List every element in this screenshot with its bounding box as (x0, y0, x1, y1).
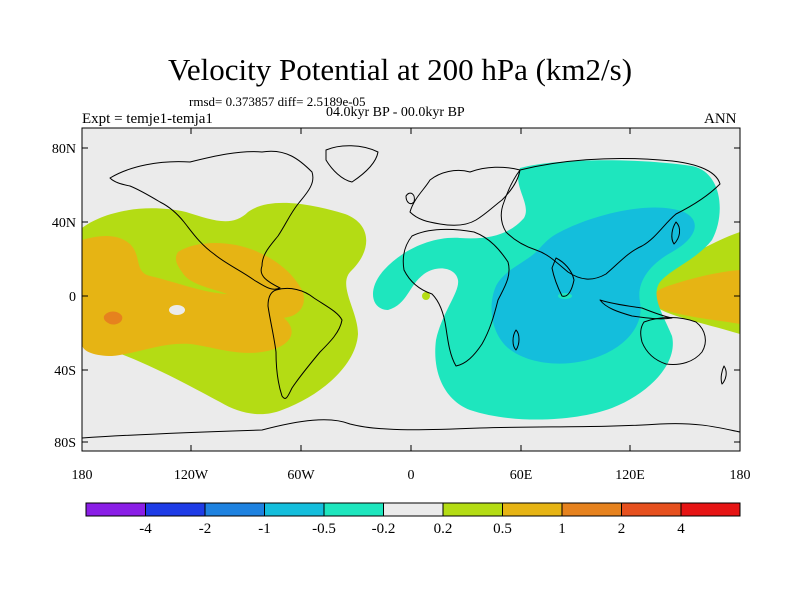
lon-tick-label: 60E (510, 468, 533, 483)
colorbar-swatch (85, 502, 146, 517)
lon-tick-label: 120W (174, 468, 209, 483)
lat-tick-label: 80N (52, 142, 76, 157)
coastline-north-america (109, 150, 314, 290)
colorbar-swatch (502, 502, 563, 517)
season-label: ANN (704, 111, 737, 127)
coastline-uk (405, 192, 415, 205)
coastline-madagascar (512, 329, 520, 351)
lon-tick-label: 60W (287, 468, 315, 483)
positive-spot-gulf-of-guinea (422, 292, 430, 300)
colorbar-swatch (383, 502, 444, 517)
lat-tick-label: 40N (52, 216, 76, 231)
colorbar-label: 0.2 (434, 521, 453, 537)
lat-tick-label: 0 (69, 290, 76, 305)
coastline-asia (500, 157, 721, 280)
colorbar-swatch (204, 502, 265, 517)
coastline-australia (640, 317, 706, 365)
colorbar-label: -0.5 (312, 521, 336, 537)
coastline-japan (671, 221, 681, 245)
colorbar-swatch (145, 502, 206, 517)
lat-tick-label: 80S (54, 436, 76, 451)
positive-core-caribbean (175, 243, 304, 318)
positive-peak-pacific (103, 311, 123, 325)
colorbar-label: -4 (139, 521, 152, 537)
coastline-europe (409, 166, 521, 226)
lon-tick-label: 0 (408, 468, 415, 483)
coastlines (82, 145, 740, 439)
coastline-antarctica (82, 419, 740, 439)
colorbar (85, 502, 741, 517)
coastline-greenland (325, 145, 379, 183)
lon-tick-label: 120E (615, 468, 645, 483)
chart-title: Velocity Potential at 200 hPa (km2/s) (167, 52, 633, 87)
longitude-labels: 180 120W 60W 0 60E 120E 180 (72, 468, 751, 483)
colorbar-label: -1 (258, 521, 271, 537)
colorbar-label: -2 (199, 521, 212, 537)
colorbar-labels: -4 -2 -1 -0.5 -0.2 0.2 0.5 1 2 4 (139, 521, 685, 537)
rmsd-diff-label: rmsd= 0.373857 diff= 2.5189e-05 (189, 94, 366, 109)
colorbar-label: 1 (558, 521, 566, 537)
colorbar-label: 4 (677, 521, 685, 537)
coastline-africa (402, 228, 510, 367)
lon-tick-label: 180 (730, 468, 751, 483)
axis-ticks (81, 128, 741, 451)
colorbar-swatch (561, 502, 622, 517)
colorbar-swatch (680, 502, 741, 517)
lat-tick-label: 40S (54, 364, 76, 379)
weak-spot-pacific (169, 305, 185, 315)
coastline-new-zealand (720, 365, 727, 385)
colorbar-label: -0.2 (372, 521, 396, 537)
colorbar-label: 2 (618, 521, 626, 537)
positive-core-central-pacific (82, 236, 292, 356)
colorbar-label: 0.5 (493, 521, 512, 537)
colorbar-swatch (323, 502, 384, 517)
period-label: 04.0kyr BP - 00.0kyr BP (326, 105, 465, 120)
contour-fields (82, 160, 740, 420)
colorbar-swatch (621, 502, 682, 517)
experiment-label: Expt = temje1-temja1 (82, 111, 213, 127)
coastline-india (551, 257, 575, 297)
lon-tick-label: 180 (72, 468, 93, 483)
latitude-labels: 80N 40N 0 40S 80S (52, 142, 76, 451)
positive-core-west-pacific (652, 270, 740, 324)
colorbar-swatch (264, 502, 325, 517)
negative-core-indian-ocean (491, 207, 695, 364)
coastline-south-america (267, 287, 343, 399)
colorbar-swatch (442, 502, 503, 517)
